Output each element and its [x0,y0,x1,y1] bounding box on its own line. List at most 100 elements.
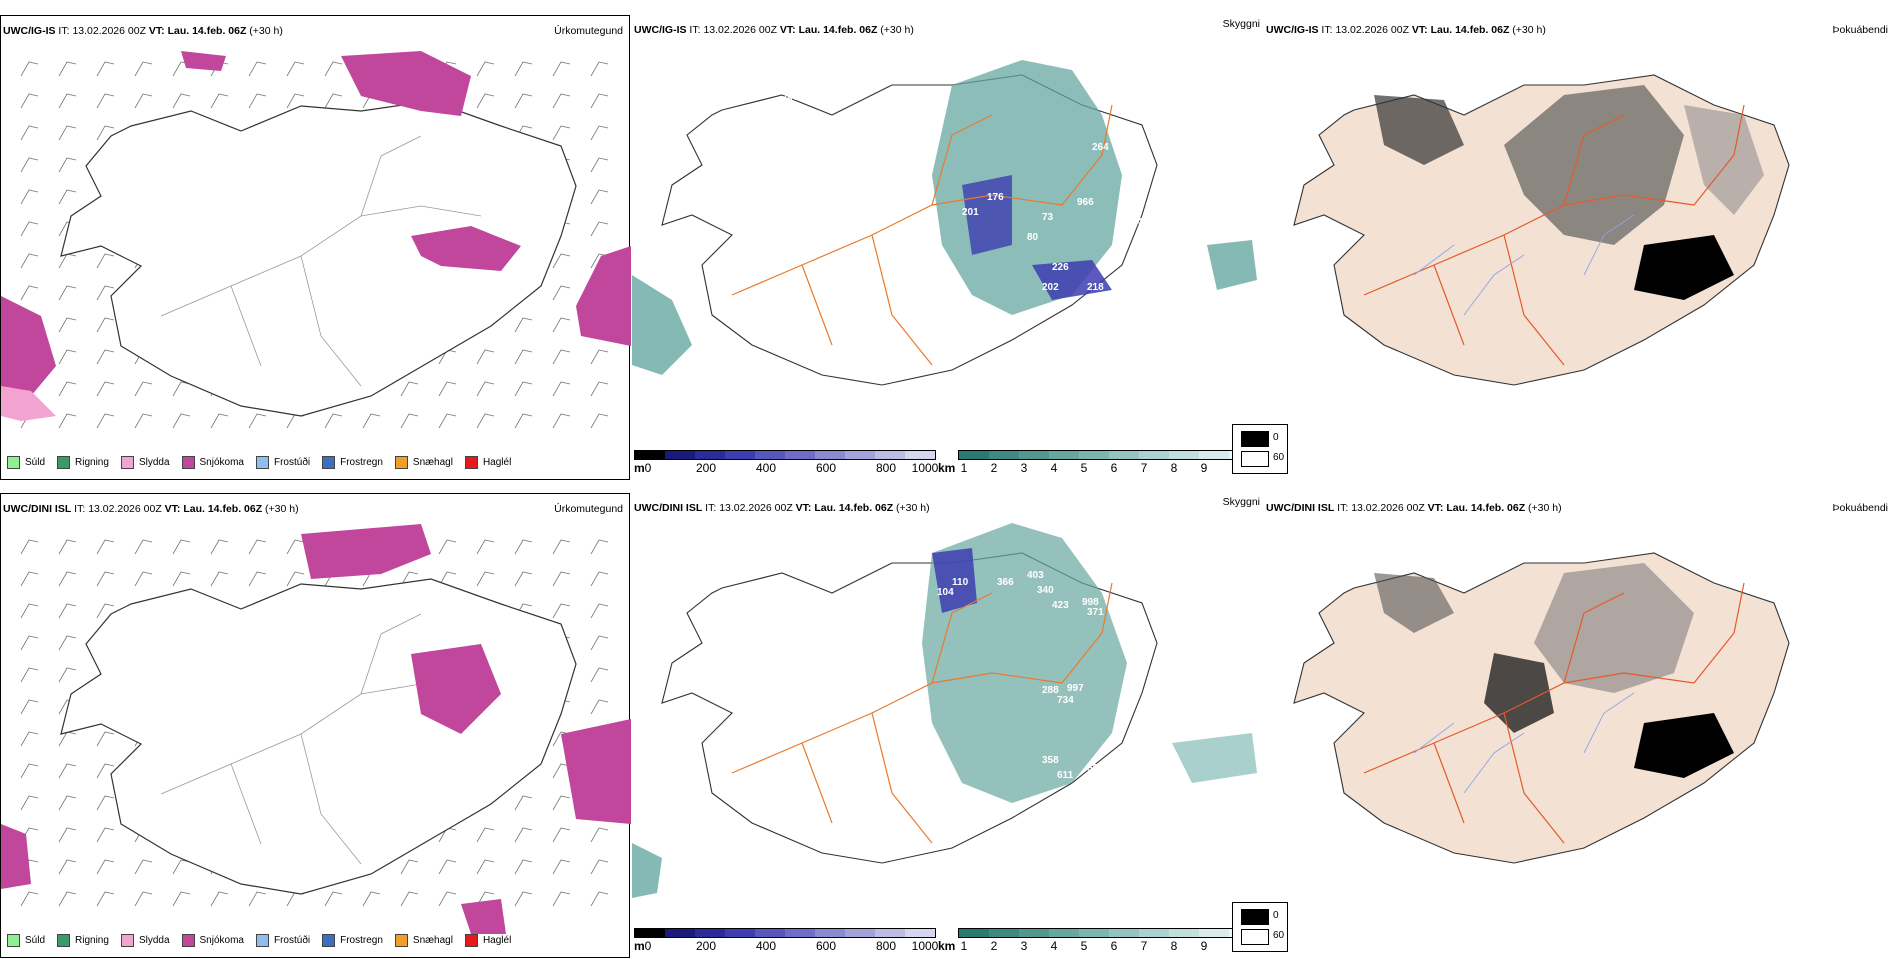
legend-swatch [394,456,408,469]
legend-swatch [181,934,195,947]
cloud-vis-map: 385 110 104 403 366 340 423 238 998 371 … [632,523,1257,898]
legend-item: Rigning [57,456,109,469]
ceiling-label: 240 [782,92,799,103]
ceiling-scalebar [634,928,936,938]
legend-item: Frostregn [322,934,383,947]
snow-area [301,524,431,579]
fog-map [1293,552,1790,864]
ceiling-area [932,548,977,613]
scale-area: m 0 200 400 600 800 1000 km 1 2 3 4 5 6 … [632,450,1262,480]
ceiling-label: 966 [1077,197,1094,208]
ceiling-label: 201 [962,207,979,218]
ceiling-label: 611 [1057,770,1074,781]
panel-label: Skyggni [1222,496,1260,508]
panel-label: Þokuábendi [1832,502,1888,514]
rivers [1413,214,1635,316]
fog-legend-swatch [1241,929,1269,945]
fog-panel-top: UWC/IG-IS IT: 13.02.2026 00Z VT: Lau. 14… [1232,15,1894,480]
ceiling-unit: m [634,461,645,475]
legend-swatch [394,934,408,947]
panel-title: UWC/DINI ISL IT: 13.02.2026 00Z VT: Lau.… [1266,502,1562,514]
panel-title: UWC/IG-IS IT: 13.02.2026 00Z VT: Lau. 14… [1266,24,1546,36]
legend-item: Súld [7,456,45,469]
ceiling-unit: m [634,939,645,953]
panel-label: Þokuábendi [1832,24,1888,36]
ceiling-label: 998 [1082,597,1099,608]
roads [160,613,482,865]
ceiling-label: 24 [1152,217,1164,228]
cloud-vis-map: 240 38 176 201 80 73 966 226 202 218 264… [632,60,1257,386]
roads [731,582,1113,844]
fog-area [1684,105,1764,215]
precip-type-map [1,51,631,429]
ceiling-area [1032,260,1112,300]
legend-item: Haglél [464,934,511,947]
roads [1363,104,1745,366]
legend-swatch [464,934,478,947]
legend-item: Frostúði [255,934,310,947]
precip-type-panel-top: UWC/IG-IS IT: 13.02.2026 00Z VT: Lau. 14… [0,15,631,480]
visibility-area [1207,240,1257,290]
fog-legend-swatch [1241,909,1269,925]
visibility-unit: km [938,461,956,475]
fog-area [1504,85,1684,245]
snow-area [561,719,631,824]
iceland-outline [60,578,577,895]
precip-type-panel-bottom: UWC/DINI ISL IT: 13.02.2026 00Z VT: Lau.… [0,493,631,958]
visibility-scalebar [958,928,1260,938]
panel-label: Úrkomutegund [554,503,623,515]
ceiling-area [962,175,1012,255]
fog-area [1374,95,1464,165]
legend-item: Frostregn [322,456,383,469]
scale-area: m 0 200 400 600 800 1000 km 1 2 3 4 5 6 … [632,928,1262,958]
snow-area [461,899,506,934]
snow-area [411,644,501,734]
fog-area [1634,713,1734,778]
precip-legend: Súld Rigning Slydda Snjókoma Frostúði Fr… [7,934,511,947]
ceiling-label: 734 [1057,695,1074,706]
cloud-vis-panel-top: UWC/IG-IS IT: 13.02.2026 00Z VT: Lau. 14… [632,15,1262,480]
visibility-area [632,843,662,898]
ceiling-label: 366 [997,577,1014,588]
visibility-unit: km [938,939,956,953]
snow-area [1,296,56,396]
ceiling-label: 218 [1087,282,1104,293]
ceiling-label: 423 [1052,600,1069,611]
ceiling-label: 551 [1087,763,1104,774]
ceiling-label: 358 [1042,755,1059,766]
legend-swatch [322,934,336,947]
legend-swatch [255,934,269,947]
ceiling-label: 286 [1132,142,1149,153]
legend-item: Slydda [120,934,170,947]
snow-area [181,51,226,71]
ceiling-label: 73 [1042,212,1054,223]
precip-legend: Súld Rigning Slydda Snjókoma Frostúði Fr… [7,456,511,469]
panel-title: UWC/IG-IS IT: 13.02.2026 00Z VT: Lau. 14… [634,24,914,36]
legend-item: Rigning [57,934,109,947]
legend-swatch [57,456,71,469]
ceiling-label: 104 [937,587,954,598]
fog-legend-swatch [1241,431,1269,447]
legend-swatch [7,934,20,947]
fog-area [1634,235,1734,300]
fog-legend: 0 60 [1232,902,1288,952]
snow-area [411,226,521,271]
fog-panel-bottom: UWC/DINI ISL IT: 13.02.2026 00Z VT: Lau.… [1232,493,1894,958]
legend-swatch [120,456,134,469]
legend-swatch [464,456,478,469]
fog-legend-swatch [1241,451,1269,467]
ceiling-label: 238 [1122,620,1139,631]
panel-title: UWC/IG-IS IT: 13.02.2026 00Z VT: Lau. 14… [3,25,283,37]
legend-swatch [7,456,20,469]
visibility-scalebar [958,450,1260,460]
rivers [1413,692,1635,794]
ceiling-label: 997 [1067,683,1084,694]
ceiling-scalebar [634,450,936,460]
fog-area [1534,563,1694,693]
ceiling-label: 38 [762,147,774,158]
visibility-area [632,275,692,375]
legend-item: Snjókoma [181,456,244,469]
legend-item: Slydda [120,456,170,469]
roads [160,135,482,387]
snow-area [576,246,631,346]
